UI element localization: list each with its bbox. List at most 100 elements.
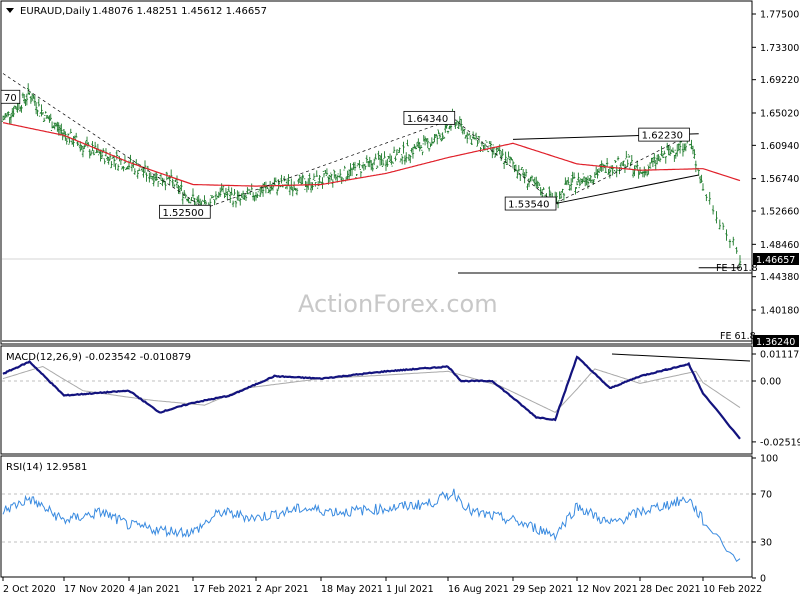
- price-bar: [241, 190, 245, 200]
- price-bar: [156, 178, 160, 187]
- price-bar: [433, 133, 436, 142]
- price-bar: [108, 151, 112, 161]
- price-bar: [143, 160, 147, 173]
- price-bar: [402, 141, 405, 154]
- price-bar: [594, 166, 598, 176]
- price-bar: [527, 178, 531, 188]
- price-bar: [438, 133, 442, 139]
- price-bar: [372, 158, 376, 166]
- price-bar: [571, 171, 574, 183]
- main-y-axis: 1.77500 1.73300 1.69220 1.65020 1.60940 1.567…: [752, 10, 799, 317]
- price-bar: [383, 151, 386, 159]
- price-bar: [625, 150, 628, 160]
- price-bar: [671, 147, 675, 153]
- price-bar: [578, 179, 581, 189]
- price-bar: [149, 172, 153, 178]
- price-bar: [72, 136, 75, 147]
- main-y-tick-label: 1.73300: [760, 43, 799, 54]
- price-bar: [243, 194, 246, 200]
- annotation-label: 1.52500: [162, 208, 203, 219]
- price-bar: [116, 164, 120, 171]
- price-bar: [607, 168, 610, 175]
- price-bar: [596, 169, 599, 179]
- price-bar: [516, 170, 519, 179]
- price-bar: [321, 177, 324, 189]
- price-bar: [350, 167, 354, 177]
- price-bar: [153, 172, 157, 182]
- price-bar: [409, 155, 412, 164]
- triangle-down-icon[interactable]: [6, 8, 14, 13]
- price-bar: [666, 142, 669, 151]
- price-bar: [7, 111, 10, 117]
- price-bar: [137, 168, 141, 172]
- price-bar: [681, 143, 685, 157]
- price-bar: [599, 164, 602, 172]
- price-bar: [392, 146, 396, 153]
- price-bar: [684, 143, 688, 152]
- price-bar: [370, 160, 373, 171]
- price-bar: [74, 132, 78, 140]
- price-bar: [331, 179, 335, 188]
- price-bar: [260, 185, 263, 193]
- price-bar: [678, 139, 682, 154]
- price-bar: [668, 146, 672, 156]
- price-bar: [616, 156, 620, 161]
- price-bar: [384, 160, 388, 171]
- price-bar: [227, 186, 230, 192]
- price-bar: [334, 173, 337, 181]
- price-bar: [233, 189, 236, 196]
- price-bar: [524, 169, 528, 177]
- price-bar: [375, 165, 379, 169]
- price-bar: [337, 173, 340, 178]
- price-bar: [250, 183, 253, 191]
- price-bar: [454, 122, 457, 129]
- price-bar: [421, 149, 424, 156]
- price-bar: [61, 132, 64, 141]
- x-tick-label: 12 Nov 2021: [577, 584, 638, 595]
- price-bar: [371, 163, 374, 172]
- price-bar: [676, 144, 679, 157]
- price-bar: [359, 169, 363, 178]
- price-bar: [488, 141, 491, 147]
- price-bar: [711, 205, 715, 215]
- price-bar: [178, 186, 182, 195]
- price-bar: [246, 187, 249, 195]
- rsi-y-tick-label: 100: [760, 454, 778, 465]
- price-bar: [88, 149, 91, 159]
- price-bar: [226, 191, 229, 200]
- price-bar: [184, 194, 187, 199]
- price-bar: [508, 156, 512, 164]
- price-bar: [314, 180, 317, 187]
- price-bar: [693, 149, 696, 159]
- rsi-y-tick-label: 0: [760, 574, 766, 585]
- price-bar: [608, 166, 612, 179]
- price-bar: [380, 153, 383, 166]
- price-bar: [290, 178, 293, 190]
- price-bar: [575, 180, 579, 188]
- price-bar: [340, 176, 343, 184]
- price-bar: [29, 96, 33, 104]
- price-bar: [32, 94, 35, 99]
- price-bar: [361, 164, 364, 169]
- price-bar: [191, 188, 195, 199]
- price-bar: [441, 132, 444, 141]
- price-bar: [464, 135, 467, 139]
- price-bar: [45, 115, 48, 119]
- x-tick-label: 17 Feb 2021: [193, 584, 252, 595]
- price-bar: [355, 173, 358, 179]
- x-tick-label: 16 Aug 2021: [448, 584, 509, 595]
- price-bar: [530, 175, 534, 180]
- annotation-label: 70: [4, 93, 17, 104]
- annotation-box: 1.64340: [403, 110, 456, 125]
- price-bar: [297, 178, 300, 184]
- price-bar: [504, 151, 507, 163]
- macd-trendline: [611, 353, 751, 362]
- price-bar: [223, 192, 226, 199]
- price-bar: [174, 179, 177, 183]
- price-bar: [473, 136, 476, 140]
- price-bar: [312, 173, 316, 180]
- wave-lines: [2, 73, 689, 209]
- price-bars: [1, 83, 742, 268]
- x-tick-label: 18 May 2021: [321, 584, 383, 595]
